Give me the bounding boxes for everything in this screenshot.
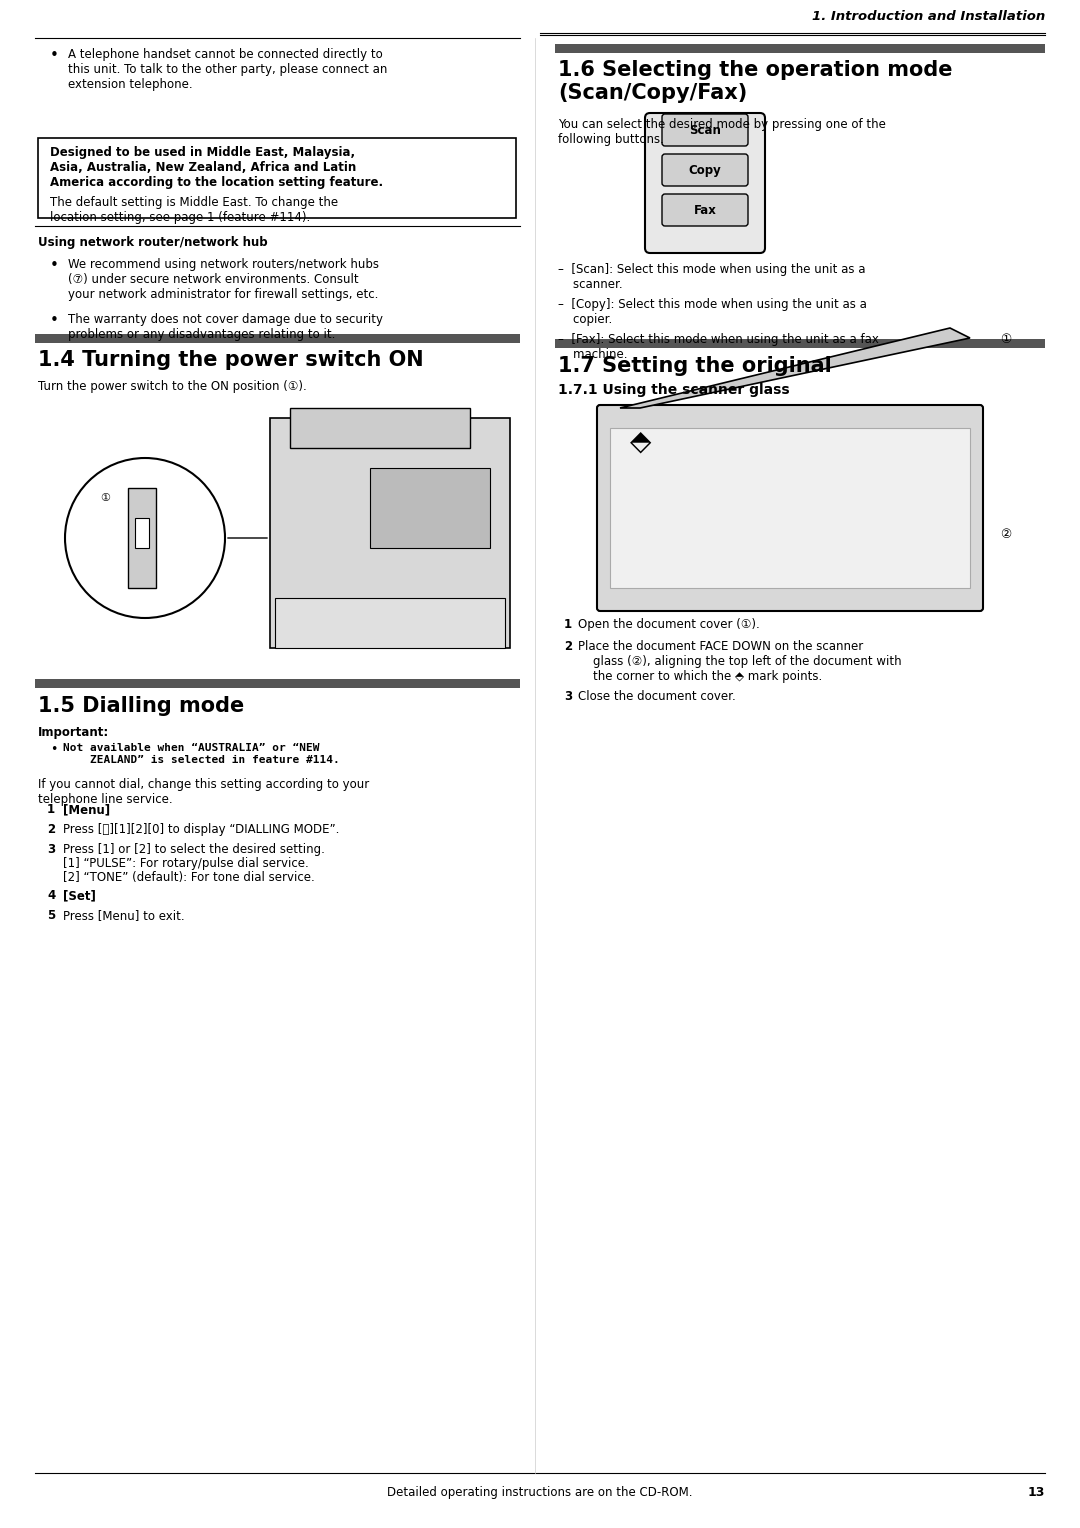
- Text: Copy: Copy: [689, 163, 721, 177]
- Text: Press [Menu] to exit.: Press [Menu] to exit.: [63, 909, 185, 921]
- Text: 5: 5: [48, 909, 55, 921]
- Text: 1: 1: [48, 804, 55, 816]
- Text: 1.6 Selecting the operation mode
(Scan/Copy/Fax): 1.6 Selecting the operation mode (Scan/C…: [558, 60, 953, 104]
- Bar: [370, 468, 490, 549]
- Text: 13: 13: [1028, 1487, 1045, 1499]
- Text: ①: ①: [1000, 333, 1011, 345]
- Text: [Menu]: [Menu]: [63, 804, 110, 816]
- Text: We recommend using network routers/network hubs
(⑦) under secure network environ: We recommend using network routers/netwo…: [68, 258, 379, 301]
- Text: [1] “PULSE”: For rotary/pulse dial service.: [1] “PULSE”: For rotary/pulse dial servi…: [63, 857, 309, 869]
- FancyBboxPatch shape: [662, 115, 748, 147]
- Bar: [610, 428, 970, 588]
- Bar: [555, 44, 1045, 53]
- Text: Not available when “AUSTRALIA” or “NEW
    ZEALAND” is selected in feature #114.: Not available when “AUSTRALIA” or “NEW Z…: [63, 743, 340, 764]
- FancyBboxPatch shape: [662, 154, 748, 186]
- Text: Detailed operating instructions are on the CD-ROM.: Detailed operating instructions are on t…: [388, 1487, 692, 1499]
- Text: A telephone handset cannot be connected directly to
this unit. To talk to the ot: A telephone handset cannot be connected …: [68, 47, 388, 92]
- Text: [2] “TONE” (default): For tone dial service.: [2] “TONE” (default): For tone dial serv…: [63, 871, 314, 885]
- FancyBboxPatch shape: [38, 138, 516, 219]
- Bar: [555, 339, 1045, 348]
- Text: Using network router/network hub: Using network router/network hub: [38, 235, 268, 249]
- Text: Fax: Fax: [693, 203, 716, 217]
- Text: Place the document FACE DOWN on the scanner
    glass (②), aligning the top left: Place the document FACE DOWN on the scan…: [578, 640, 902, 683]
- Bar: [129, 487, 156, 588]
- Text: The warranty does not cover damage due to security
problems or any disadvantages: The warranty does not cover damage due t…: [68, 313, 383, 341]
- Text: 1.4 Turning the power switch ON: 1.4 Turning the power switch ON: [38, 350, 423, 370]
- Bar: [135, 518, 149, 549]
- Bar: [270, 419, 510, 648]
- Text: –  [Fax]: Select this mode when using the unit as a fax
    machine.: – [Fax]: Select this mode when using the…: [558, 333, 879, 361]
- Text: ①: ①: [100, 494, 110, 503]
- Text: 3: 3: [48, 843, 55, 856]
- Text: 1: 1: [564, 617, 572, 631]
- Text: 2: 2: [564, 640, 572, 652]
- Text: The default setting is Middle East. To change the
location setting, see page 1 (: The default setting is Middle East. To c…: [50, 196, 338, 225]
- Text: You can select the desired mode by pressing one of the
following buttons.: You can select the desired mode by press…: [558, 118, 886, 147]
- Text: –  [Scan]: Select this mode when using the unit as a
    scanner.: – [Scan]: Select this mode when using th…: [558, 263, 865, 290]
- Text: If you cannot dial, change this setting according to your
telephone line service: If you cannot dial, change this setting …: [38, 778, 369, 805]
- Text: 4: 4: [48, 889, 55, 902]
- Text: •: •: [50, 258, 59, 274]
- Text: Turn the power switch to the ON position (①).: Turn the power switch to the ON position…: [38, 380, 307, 393]
- Text: Important:: Important:: [38, 726, 109, 740]
- Text: Designed to be used in Middle East, Malaysia,
Asia, Australia, New Zealand, Afri: Designed to be used in Middle East, Mala…: [50, 147, 383, 189]
- Text: 3: 3: [564, 691, 572, 703]
- FancyBboxPatch shape: [662, 194, 748, 226]
- Text: •: •: [50, 47, 59, 63]
- Text: Press [1] or [2] to select the desired setting.: Press [1] or [2] to select the desired s…: [63, 843, 325, 856]
- Polygon shape: [620, 329, 970, 408]
- Text: Close the document cover.: Close the document cover.: [578, 691, 735, 703]
- Bar: [35, 335, 519, 342]
- Text: Press [⨉][1][2][0] to display “DIALLING MODE”.: Press [⨉][1][2][0] to display “DIALLING …: [63, 824, 339, 836]
- Text: 2: 2: [48, 824, 55, 836]
- Text: 1.7.1 Using the scanner glass: 1.7.1 Using the scanner glass: [558, 384, 789, 397]
- Text: [Set]: [Set]: [63, 889, 96, 902]
- Text: •: •: [50, 313, 59, 329]
- Text: ⬘: ⬘: [630, 428, 651, 455]
- FancyBboxPatch shape: [645, 113, 765, 254]
- Text: 1.5 Dialling mode: 1.5 Dialling mode: [38, 695, 244, 717]
- Bar: [291, 408, 470, 448]
- Text: Open the document cover (①).: Open the document cover (①).: [578, 617, 759, 631]
- Text: •: •: [50, 743, 57, 756]
- Text: –  [Copy]: Select this mode when using the unit as a
    copier.: – [Copy]: Select this mode when using th…: [558, 298, 867, 325]
- Bar: [275, 597, 505, 648]
- Bar: [35, 678, 519, 688]
- Text: 1. Introduction and Installation: 1. Introduction and Installation: [812, 11, 1045, 23]
- Text: 1.7 Setting the original: 1.7 Setting the original: [558, 356, 832, 376]
- Text: Scan: Scan: [689, 124, 721, 136]
- FancyBboxPatch shape: [597, 405, 983, 611]
- Text: ②: ②: [1000, 529, 1011, 541]
